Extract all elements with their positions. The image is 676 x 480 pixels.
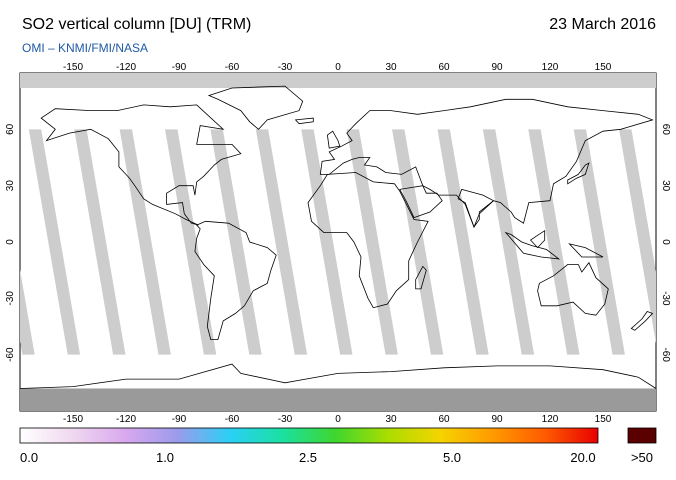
- lon-tick-top: 0: [335, 62, 341, 73]
- lon-tick-bottom: 60: [438, 414, 450, 425]
- swath-gap: [528, 129, 580, 355]
- coast-uk: [326, 130, 341, 149]
- swath-gap: [482, 129, 535, 355]
- coast-madagascar: [415, 265, 427, 290]
- map-date: 23 March 2016: [549, 16, 656, 33]
- lon-tick-bottom: 30: [385, 414, 397, 425]
- swath-gap: [301, 129, 353, 355]
- swath-gap: [573, 129, 625, 355]
- colorbar-label-1: 1.0: [155, 450, 175, 465]
- swath-gap: [28, 129, 81, 355]
- coast-eurasia: [319, 98, 654, 229]
- swath-gap: [346, 129, 398, 355]
- colorbar-label-4: 20.0: [570, 450, 596, 465]
- lat-tick-right: -30: [660, 291, 671, 306]
- coast-australia: [537, 261, 609, 316]
- lon-tick-top: -30: [278, 62, 293, 73]
- swath-gap: [20, 269, 35, 355]
- lon-tick-bottom: -30: [278, 414, 293, 425]
- lon-tick-top: 30: [385, 62, 397, 73]
- coast-new-guinea: [568, 243, 604, 258]
- lon-tick-bottom: -90: [172, 414, 187, 425]
- lat-tick-right: 30: [660, 180, 671, 192]
- lat-tick-left: 60: [5, 123, 16, 135]
- lon-tick-top: 150: [595, 62, 612, 73]
- coast-new-zealand: [630, 311, 654, 331]
- lat-tick-left: 0: [5, 239, 16, 245]
- coast-greenland: [207, 85, 304, 130]
- swath-gap: [165, 129, 217, 355]
- lat-tick-right: 60: [660, 124, 671, 136]
- lon-tick-top: 120: [542, 62, 559, 73]
- swath-gap: [619, 129, 656, 344]
- coast-japan: [567, 162, 590, 185]
- swath-gap: [74, 129, 126, 355]
- coast-iceland: [294, 117, 314, 125]
- coast-india: [457, 188, 495, 228]
- colorbar-label-3: 5.0: [442, 450, 462, 465]
- lat-tick-left: 30: [5, 180, 16, 192]
- coast-north-america: [40, 104, 242, 226]
- data-credit: OMI – KNMI/FMI/NASA: [22, 41, 149, 55]
- coast-south-america: [194, 220, 277, 340]
- lon-tick-bottom: -120: [116, 414, 136, 425]
- lon-tick-bottom: -60: [225, 414, 240, 425]
- map-frame: [19, 72, 657, 412]
- lat-tick-left: -30: [5, 291, 16, 306]
- coast-borneo: [529, 229, 546, 249]
- lon-tick-bottom: 0: [335, 414, 341, 425]
- lat-tick-right: -60: [660, 347, 671, 362]
- lon-tick-top: -60: [225, 62, 240, 73]
- colorbar-overflow-label: >50: [630, 450, 654, 465]
- lon-tick-top: -120: [116, 62, 136, 73]
- coastlines: [20, 85, 656, 389]
- colorbar: [19, 427, 599, 444]
- south-polar-gap: [20, 388, 656, 411]
- colorbar-label-0: 0.0: [20, 450, 39, 465]
- colorbar-overflow: [627, 427, 657, 444]
- axis-ticks: -150 -150 -120 -120 -90 -90 -60 -60 -30 -30 0 0 30 30…: [5, 62, 671, 425]
- lon-tick-top: -150: [63, 62, 83, 73]
- lon-tick-top: -90: [172, 62, 187, 73]
- coast-africa: [307, 172, 429, 309]
- map-title: SO2 vertical column [DU] (TRM): [22, 16, 252, 33]
- colorbar-label-2: 2.5: [298, 450, 318, 465]
- lon-tick-bottom: 120: [542, 414, 559, 425]
- lon-tick-top: 90: [491, 62, 503, 73]
- lon-tick-bottom: 150: [595, 414, 612, 425]
- swath-gap: [437, 129, 489, 355]
- lon-tick-top: 60: [438, 62, 450, 73]
- coast-indonesia: [504, 231, 561, 260]
- swath-gap: [255, 129, 308, 355]
- lat-tick-right: 0: [660, 239, 671, 245]
- lon-tick-bottom: -150: [63, 414, 83, 425]
- lat-tick-left: -60: [5, 347, 16, 362]
- swath-gap: [119, 129, 171, 355]
- lon-tick-bottom: 90: [491, 414, 503, 425]
- coast-antarctica: [20, 363, 656, 389]
- north-polar-gap: [20, 73, 656, 89]
- coast-arabia: [399, 185, 443, 219]
